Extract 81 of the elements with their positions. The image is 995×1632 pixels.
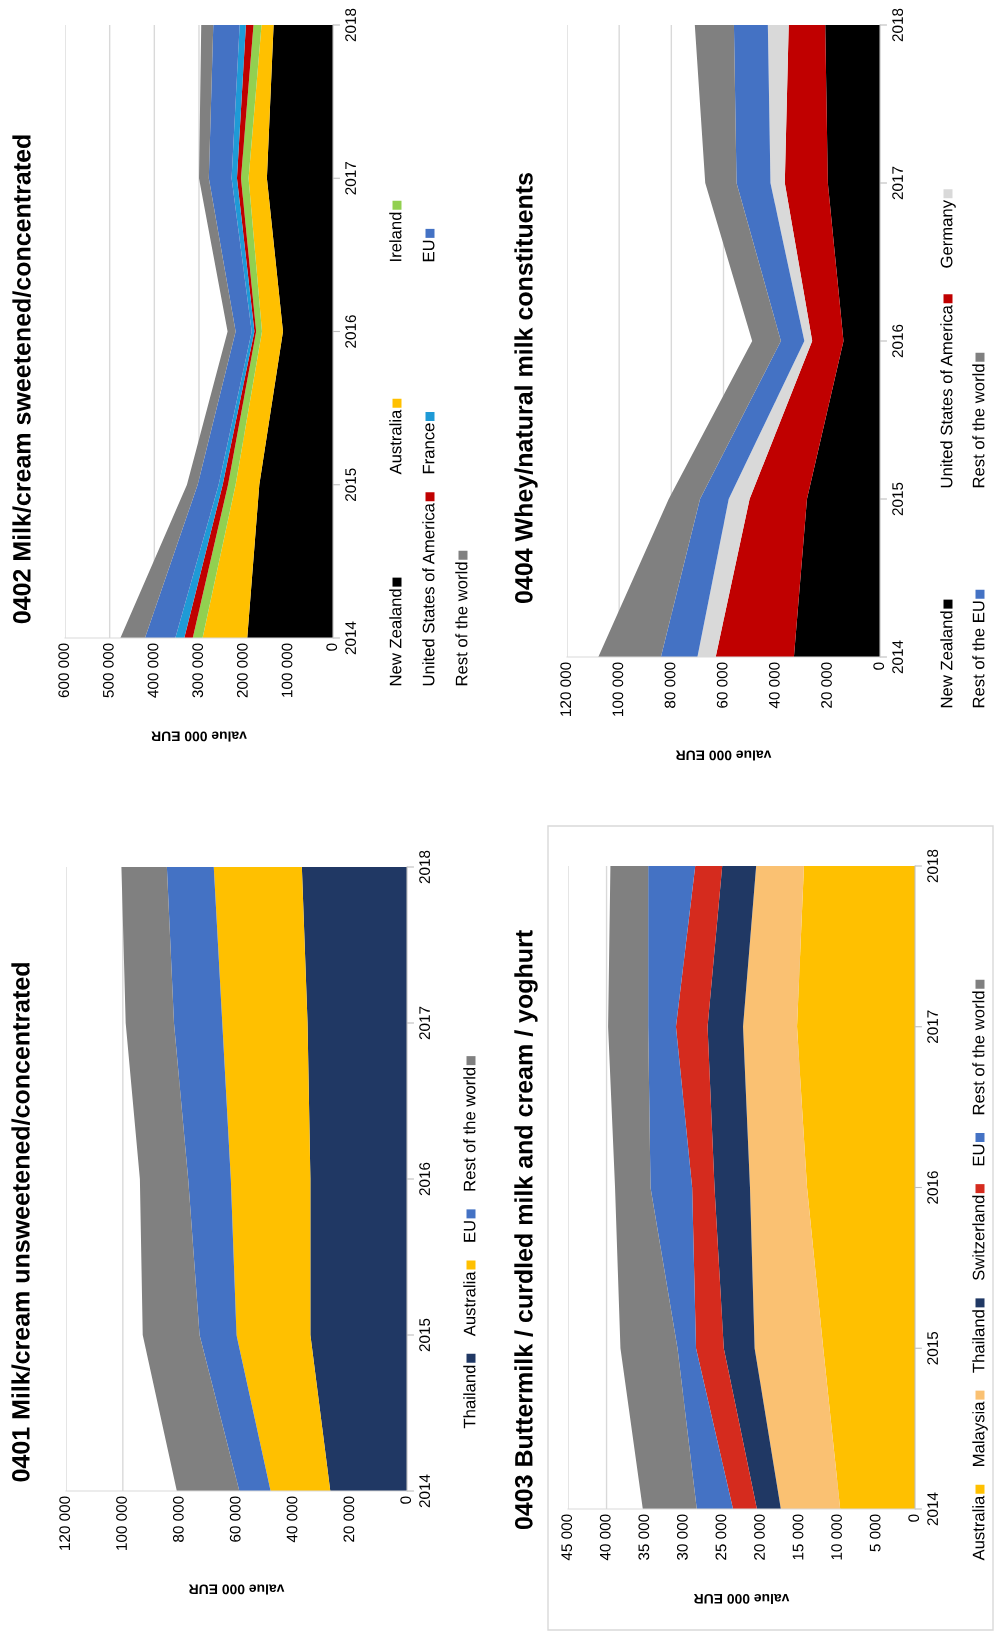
x-tick-label: 100 000 (281, 643, 293, 697)
y-tick-label: 2017 (927, 1010, 939, 1043)
y-tick-label: 2017 (892, 166, 904, 200)
x-tick-label: 80 000 (172, 1496, 184, 1542)
x-tick-label: 10 000 (831, 1514, 842, 1560)
x-tick-label: 500 000 (102, 643, 114, 698)
legend-label: Ireland (389, 212, 402, 261)
legend-label: EU (422, 240, 435, 262)
y-tick-label: 2014 (927, 1492, 939, 1526)
x-tick-label: 40 000 (768, 662, 780, 709)
x-tick-label: 200 000 (236, 643, 248, 698)
y-tick-label: 2016 (927, 1171, 939, 1204)
x-tick-label: 120 000 (59, 1496, 71, 1550)
legend-label: Australia (463, 1271, 476, 1337)
y-tick-label: 2014 (345, 621, 357, 655)
x-axis-title: value 000 EUR (151, 731, 247, 742)
legend-label: Rest of the world (463, 1067, 476, 1191)
y-tick-label: 2018 (345, 8, 357, 42)
legend-label: Australia (972, 1495, 985, 1561)
y-tick-label: 2015 (345, 468, 357, 501)
y-tick-label: 2015 (892, 482, 904, 516)
legend-label: Rest of the world (972, 364, 985, 488)
x-tick-label: 100 000 (116, 1496, 127, 1550)
legend-label: Rest of the world (972, 991, 985, 1115)
y-tick-label: 2015 (419, 1318, 431, 1352)
x-tick-label: 5 000 (869, 1514, 881, 1552)
legend-label: Rest of the EU (972, 601, 985, 708)
legend-label: EU (972, 1144, 985, 1166)
x-tick-label: 400 000 (147, 643, 159, 698)
x-tick-label: 40 000 (599, 1514, 611, 1561)
x-axis-title: value 000 EUR (675, 750, 772, 761)
legend-label: Switzerland (972, 1195, 985, 1281)
x-tick-label: 100 000 (612, 662, 624, 716)
y-tick-label: 2016 (419, 1162, 431, 1196)
legend-label: France (422, 423, 435, 474)
legend-label: EU (463, 1221, 476, 1242)
legend-label: Thailand (463, 1365, 476, 1429)
x-tick-label: 20 000 (343, 1496, 355, 1542)
text: 0403 Buttermilk / curdled milk and cream / yoghurt (514, 930, 538, 1530)
legend-label: United States of America (422, 503, 435, 686)
x-axis-title: value 000 EUR (188, 1584, 285, 1595)
y-tick-label: 2017 (345, 162, 357, 195)
x-tick-label: 35 000 (638, 1514, 650, 1560)
x-tick-label: 0 (908, 1514, 920, 1522)
legend-label: Malaysia (972, 1401, 988, 1466)
legend-label: United States of America (940, 305, 953, 488)
legend-label: Germany (940, 199, 956, 268)
x-tick-label: 25 000 (715, 1514, 727, 1560)
x-axis-title: value 000 EUR (693, 1593, 790, 1605)
text: 0402 Milk/cream sweetened/concentrated (12, 135, 31, 624)
x-tick-label: 30 000 (676, 1514, 688, 1560)
legend-label: Australia (389, 409, 402, 475)
x-tick-label: 60 000 (716, 662, 728, 708)
legend-label: Rest of the world (455, 562, 468, 686)
y-tick-label: 2016 (892, 324, 904, 358)
x-tick-label: 600 000 (58, 643, 70, 698)
y-tick-label: 2014 (892, 640, 904, 674)
x-tick-label: 80 000 (664, 662, 676, 708)
y-tick-label: 2016 (345, 315, 357, 348)
x-tick-label: 20 000 (754, 1514, 765, 1560)
y-tick-label: 2018 (419, 850, 431, 884)
x-tick-label: 0 (326, 643, 338, 651)
y-tick-label: 2015 (927, 1331, 939, 1365)
x-tick-label: 0 (873, 662, 885, 670)
x-tick-label: 15 000 (792, 1514, 804, 1560)
y-tick-label: 2017 (419, 1006, 431, 1040)
y-tick-label: 2018 (892, 8, 904, 42)
y-tick-label: 2018 (927, 849, 939, 883)
x-tick-label: 40 000 (286, 1496, 298, 1543)
legend-label: Thailand (972, 1310, 985, 1373)
x-tick-label: 20 000 (821, 662, 832, 708)
x-tick-label: 120 000 (560, 662, 572, 716)
legend-label: New Zealand (940, 611, 953, 708)
text: 0401 Milk/cream unsweetened/concentrated (11, 963, 30, 1482)
x-tick-label: 60 000 (229, 1496, 241, 1542)
x-tick-label: 45 000 (561, 1514, 573, 1561)
x-tick-label: 300 000 (192, 643, 204, 698)
text: 0404 Whey/natural milk constituents (514, 172, 538, 604)
y-tick-label: 2014 (419, 1474, 431, 1508)
x-tick-label: 0 (400, 1496, 412, 1504)
legend-label: New Zealand (389, 589, 402, 686)
